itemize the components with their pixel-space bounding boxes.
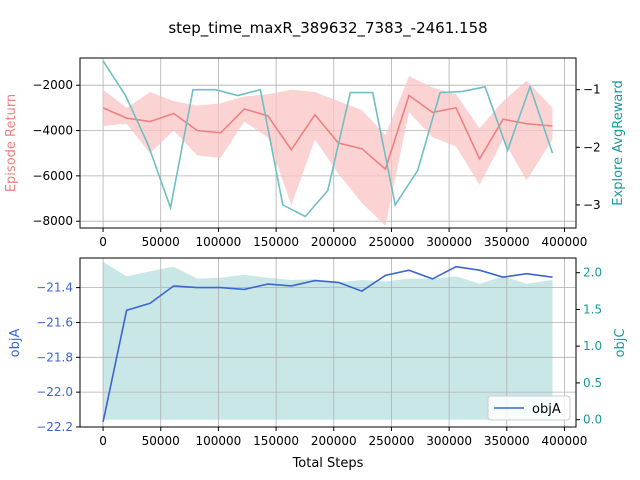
- bottom-xtick-label-8: 400000: [542, 434, 588, 448]
- top-x-ticks: 0 50000 100000 150000 200000 250000 300000 3500…: [99, 228, 587, 249]
- top-plot-frame: [79, 57, 577, 229]
- top-ylabel-right: Explore AvgReward: [611, 80, 626, 205]
- bottom-ytick-left-label-1: −22.0: [36, 385, 73, 399]
- bottom-panel: 0 50000 100000 150000 200000 250000 300000 3500…: [8, 257, 628, 471]
- bottom-y-ticks-right: 0.0 0.5 1.0 1.5 2.0: [576, 266, 602, 427]
- bottom-ytick-right-label-2: 1.0: [583, 339, 602, 353]
- top-xtick-label-0: 0: [99, 235, 107, 249]
- bottom-ytick-right-label-1: 0.5: [583, 376, 602, 390]
- bottom-xtick-label-2: 100000: [196, 434, 242, 448]
- top-ytick-left-label-2: −4000: [32, 124, 73, 138]
- objc-area: [103, 261, 553, 420]
- obja-line: [102, 265, 553, 422]
- bottom-plot-frame: [79, 257, 577, 428]
- bottom-ytick-left-label-3: −21.6: [36, 315, 73, 329]
- bottom-ytick-left-label-2: −21.8: [36, 350, 73, 364]
- top-ytick-right-label-1: −2: [583, 140, 601, 154]
- bottom-xtick-label-1: 50000: [142, 434, 180, 448]
- top-y-ticks-left: −8000 −6000 −4000 −2000: [32, 78, 80, 228]
- bottom-y-ticks-left: −22.2 −22.0 −21.8 −21.6 −21.4: [36, 281, 80, 434]
- top-ylabel-left: Episode Return: [4, 94, 19, 192]
- top-xtick-label-7: 350000: [484, 235, 530, 249]
- bottom-xtick-label-4: 200000: [311, 434, 357, 448]
- bottom-xtick-label-5: 250000: [369, 434, 415, 448]
- bottom-xtick-label-0: 0: [99, 434, 107, 448]
- explore-avgreward-line: [102, 60, 554, 218]
- bottom-ytick-left-label-0: −22.2: [36, 420, 73, 434]
- top-y-ticks-right: −3 −2 −1: [576, 83, 601, 212]
- top-ytick-left-label-1: −6000: [32, 169, 73, 183]
- top-ytick-right-label-0: −3: [583, 198, 601, 212]
- objc-fill-area: [103, 261, 553, 420]
- bottom-xtick-label-7: 350000: [484, 434, 530, 448]
- bottom-xtick-label-6: 300000: [426, 434, 472, 448]
- top-xtick-label-1: 50000: [142, 235, 180, 249]
- bottom-ylabel-left: objA: [8, 329, 23, 358]
- top-xtick-label-5: 250000: [369, 235, 415, 249]
- top-xtick-label-6: 300000: [426, 235, 472, 249]
- bottom-ylabel-right: objC: [613, 329, 628, 358]
- bottom-ytick-right-label-0: 0.0: [583, 413, 602, 427]
- top-ytick-right-label-2: −1: [583, 83, 601, 97]
- top-ytick-left-label-3: −2000: [32, 78, 73, 92]
- x-axis-label: Total Steps: [292, 456, 364, 471]
- legend: objA: [487, 395, 571, 421]
- bottom-series: [102, 265, 553, 422]
- legend-box: [487, 395, 571, 421]
- top-panel: 0 50000 100000 150000 200000 250000 300000 3500…: [4, 57, 626, 249]
- episode-return-band: [103, 76, 553, 226]
- top-xtick-label-4: 200000: [311, 235, 357, 249]
- top-xtick-label-3: 150000: [253, 235, 299, 249]
- episode-return-std-band: [103, 76, 553, 226]
- top-xtick-label-8: 400000: [542, 235, 588, 249]
- top-series: [102, 60, 554, 218]
- top-ytick-left-label-0: −8000: [32, 214, 73, 228]
- top-xtick-label-2: 100000: [196, 235, 242, 249]
- bottom-xtick-label-3: 150000: [253, 434, 299, 448]
- legend-label-objA: objA: [532, 402, 561, 417]
- chart-title: step_time_maxR_389632_7383_-2461.158: [168, 19, 487, 38]
- episode-return-line: [102, 94, 553, 171]
- bottom-ytick-left-label-4: −21.4: [36, 281, 73, 295]
- bottom-ytick-right-label-3: 1.5: [583, 302, 602, 316]
- bottom-ytick-right-label-4: 2.0: [583, 266, 602, 280]
- bottom-x-ticks: 0 50000 100000 150000 200000 250000 300000 3500…: [99, 427, 587, 448]
